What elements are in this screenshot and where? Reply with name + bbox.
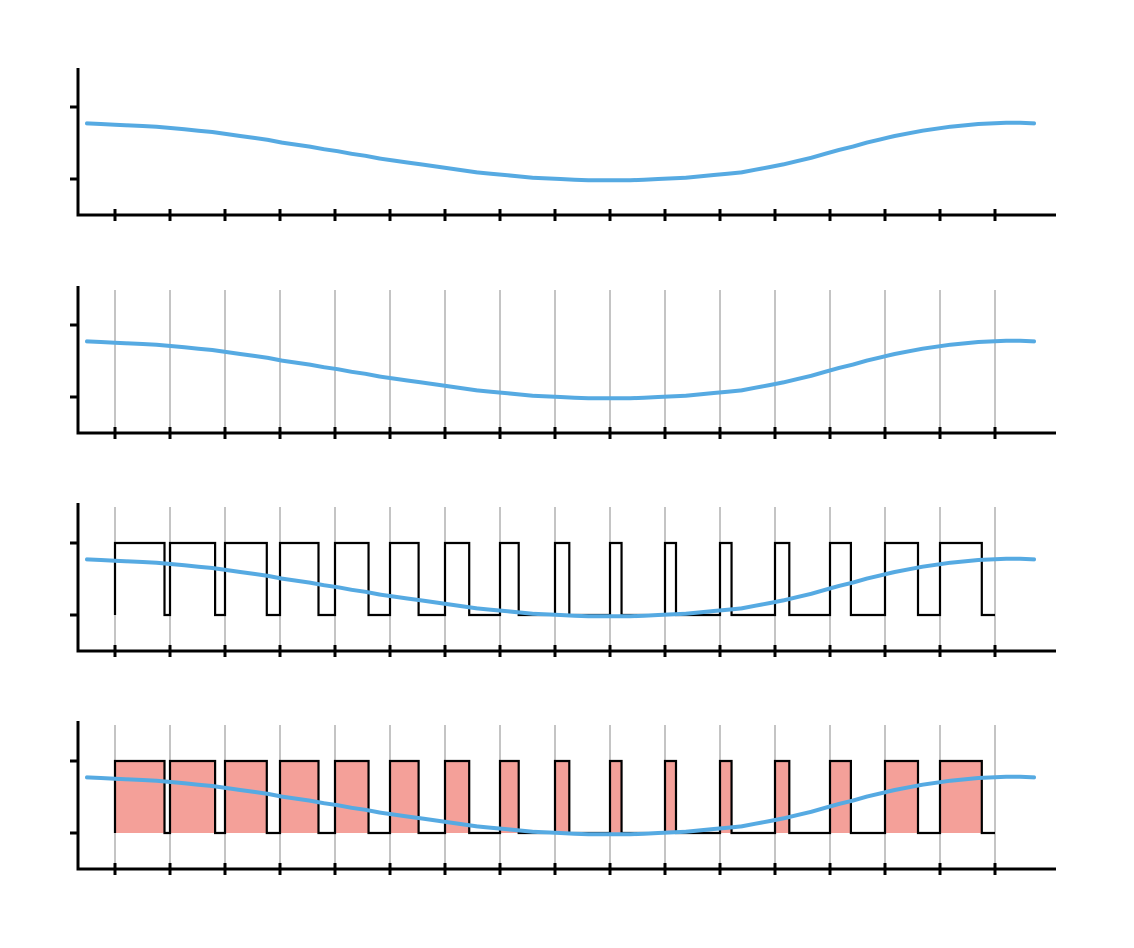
pwm-fill-pulse [170, 761, 216, 833]
pwm-fill-pulse [940, 761, 982, 833]
pwm-fill-pulse [555, 761, 570, 833]
pwm-fill-pulse [885, 761, 918, 833]
pwm-fill-pulse [610, 761, 622, 833]
pwm-fill-pulse [225, 761, 267, 833]
pwm-fill-pulse [115, 761, 165, 833]
signal-curve [85, 774, 1036, 837]
signal-curve [85, 338, 1036, 401]
pwm-fill-pulse [720, 761, 732, 833]
signal-curve [85, 120, 1036, 183]
panel-4-signal-with-filled-pwm [70, 721, 1056, 875]
panel-1-signal [70, 68, 1056, 221]
panel-3-signal-with-pwm [70, 503, 1056, 657]
pwm-fill-pulse [335, 761, 369, 833]
signal-curve [85, 556, 1036, 619]
pwm-fill-pulse [775, 761, 790, 833]
pwm-fill-pulse [665, 761, 676, 833]
panel-2-signal-with-sample-lines [70, 286, 1056, 439]
pwm-fill-pulse [390, 761, 419, 833]
pwm-fill-pulse [830, 761, 851, 833]
pwm-fill-pulse [500, 761, 519, 833]
